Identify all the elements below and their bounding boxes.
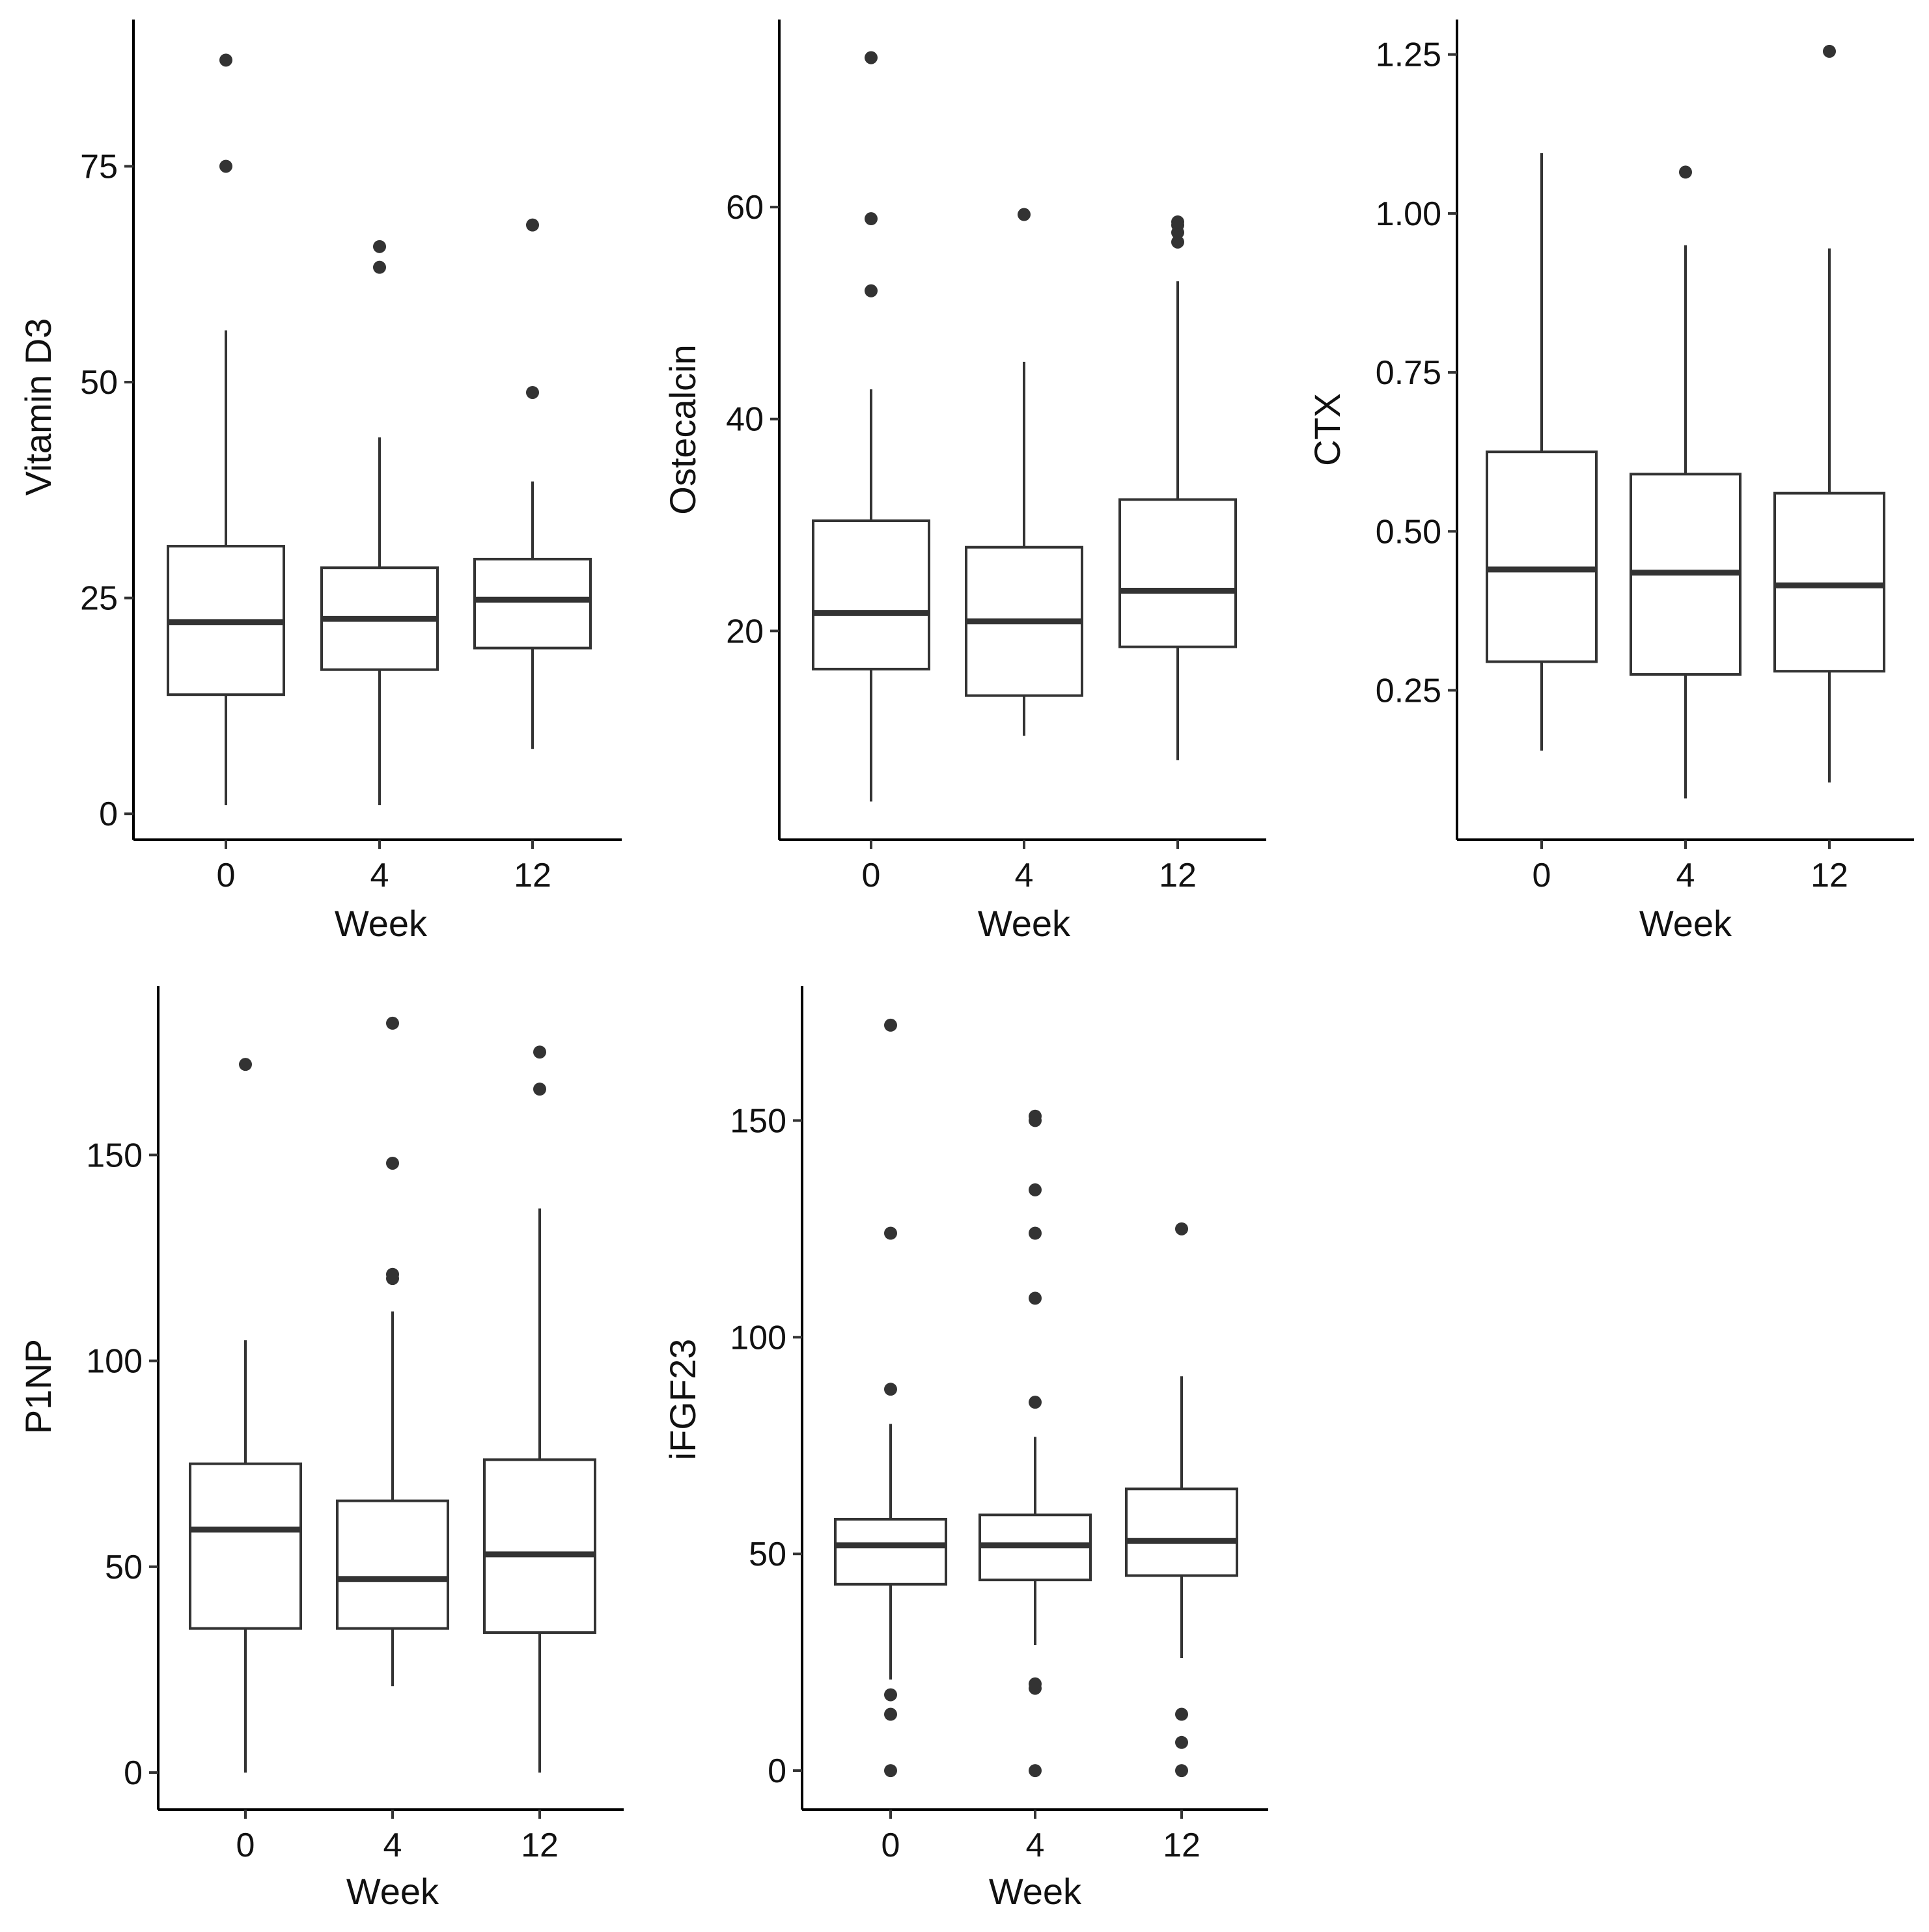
y-tick-label: 20 (726, 613, 764, 650)
box-iqr (473, 557, 592, 650)
outlier-point (526, 218, 539, 232)
outlier-point (1029, 1764, 1042, 1778)
x-tick-label: 4 (1676, 857, 1695, 894)
box-iqr (812, 519, 930, 670)
y-tick-label: 50 (749, 1536, 786, 1573)
y-axis-title: Ostecalcin (662, 344, 703, 514)
y-tick-label: 25 (80, 580, 118, 618)
y-axis-title: Vitamin D3 (18, 318, 59, 496)
panel-ifgf23: iFGF23 Week 0 50 100 150 0 4 12 (662, 986, 1268, 1912)
y-tick-label: 75 (80, 148, 118, 186)
y-tick-label: 0 (124, 1754, 143, 1792)
outlier-point (219, 159, 232, 173)
y-tick-label: 50 (105, 1549, 143, 1586)
outlier-point (1018, 208, 1031, 221)
outlier-point (884, 1226, 897, 1240)
outlier-point (239, 1058, 252, 1071)
x-axis-title: Week (978, 903, 1071, 944)
outlier-point (1029, 1109, 1042, 1123)
box-iqr (834, 1517, 947, 1586)
outlier-point (386, 1016, 399, 1030)
outlier-point (386, 1267, 399, 1281)
box-iqr (336, 1499, 449, 1630)
y-axis-title: P1NP (18, 1339, 59, 1434)
y-axis-title: CTX (1307, 393, 1348, 466)
outlier-point (884, 1383, 897, 1396)
y-tick-label: 100 (730, 1319, 786, 1357)
outlier-point (373, 260, 386, 274)
y-tick-label: 1.00 (1376, 195, 1441, 233)
outlier-point (219, 53, 232, 67)
x-axis-title: Week (1639, 903, 1732, 944)
outlier-point (373, 240, 386, 253)
outlier-point (1029, 1291, 1042, 1305)
outlier-point (884, 1688, 897, 1702)
y-tick-label: 1.25 (1376, 36, 1441, 74)
outlier-point (1679, 165, 1692, 179)
x-tick-label: 0 (236, 1827, 255, 1864)
outlier-point (884, 1018, 897, 1032)
y-tick-label: 60 (726, 189, 764, 227)
outlier-point (865, 284, 878, 297)
outlier-point (1171, 215, 1184, 228)
x-tick-label: 12 (514, 857, 551, 894)
y-tick-label: 150 (86, 1137, 143, 1174)
box-iqr (1486, 450, 1598, 663)
y-tick-label: 100 (86, 1343, 143, 1381)
x-tick-label: 0 (881, 1827, 900, 1864)
y-tick-label: 0.75 (1376, 354, 1441, 392)
x-tick-label: 4 (1015, 857, 1034, 894)
x-tick-label: 12 (1159, 857, 1197, 894)
outlier-point (884, 1764, 897, 1778)
outlier-point (1029, 1677, 1042, 1690)
x-tick-label: 0 (217, 857, 236, 894)
x-tick-label: 0 (1533, 857, 1551, 894)
outlier-point (386, 1156, 399, 1170)
outlier-point (1029, 1226, 1042, 1240)
x-tick-label: 0 (862, 857, 881, 894)
y-tick-label: 0.50 (1376, 513, 1441, 551)
x-tick-label: 4 (370, 857, 389, 894)
outlier-point (1823, 44, 1836, 58)
panel-ctx: CTX Week 0.25 0.50 0.75 1.00 1.25 0 4 12 (1307, 20, 1914, 944)
panel-p1np: P1NP Week 0 50 100 150 0 4 12 (18, 986, 624, 1912)
x-tick-label: 12 (1163, 1827, 1200, 1864)
outlier-point (865, 51, 878, 64)
y-tick-label: 0.25 (1376, 672, 1441, 710)
outlier-point (1175, 1735, 1188, 1749)
box-iqr (1773, 491, 1885, 673)
y-tick-label: 50 (80, 364, 118, 402)
outlier-point (865, 212, 878, 226)
y-axis-title: iFGF23 (662, 1339, 703, 1461)
x-tick-label: 12 (521, 1827, 559, 1864)
box-iqr (1118, 498, 1237, 648)
y-tick-label: 150 (730, 1102, 786, 1140)
outlier-point (1171, 235, 1184, 249)
outlier-point (1029, 1183, 1042, 1196)
x-axis-title: Week (346, 1871, 439, 1912)
y-tick-label: 0 (768, 1752, 786, 1790)
outlier-point (884, 1707, 897, 1721)
outlier-point (1175, 1764, 1188, 1778)
outlier-point (533, 1083, 546, 1096)
outlier-point (526, 385, 539, 399)
x-tick-label: 12 (1811, 857, 1848, 894)
outlier-point (1029, 1396, 1042, 1409)
y-tick-label: 0 (99, 795, 118, 833)
panel-vitamin-d3: Vitamin D3 Week 0 25 50 75 0 4 12 (18, 20, 622, 944)
y-tick-label: 40 (726, 401, 764, 439)
box-iqr (1125, 1487, 1238, 1577)
x-axis-title: Week (335, 903, 428, 944)
panel-ostecalcin: Ostecalcin Week 20 40 60 0 4 12 (662, 20, 1266, 944)
x-axis-title: Week (989, 1871, 1082, 1912)
x-tick-label: 4 (1026, 1827, 1045, 1864)
x-tick-label: 4 (383, 1827, 402, 1864)
outlier-point (1175, 1707, 1188, 1721)
box-iqr (483, 1458, 596, 1635)
box-iqr (189, 1462, 302, 1630)
outlier-point (533, 1045, 546, 1059)
outlier-point (1175, 1222, 1188, 1235)
